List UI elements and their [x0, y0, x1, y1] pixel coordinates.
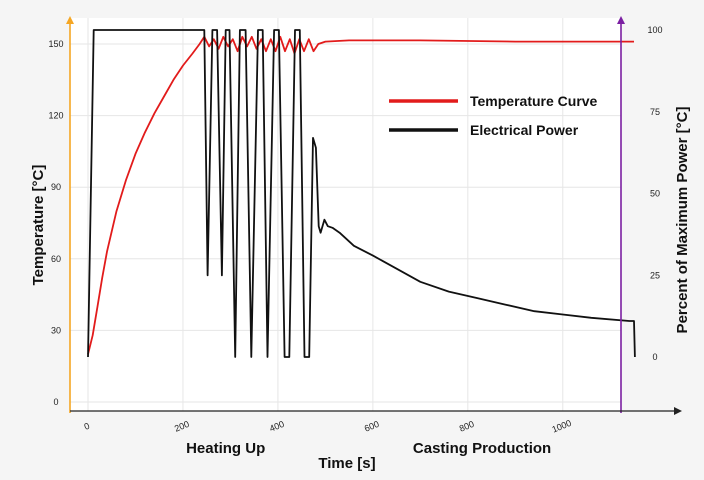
x-tick-label: 600: [363, 419, 381, 434]
right-y-tick-label: 25: [650, 270, 660, 280]
right-y-tick-label: 75: [650, 107, 660, 117]
right-y-tick-label: 100: [647, 25, 662, 35]
series-layer: [87, 29, 636, 358]
left-y-tick-label: 120: [48, 111, 63, 121]
right-axis-title: Percent of Maximum Power [°C]: [674, 107, 691, 334]
phase-label-casting-production: Casting Production: [413, 440, 551, 457]
legend-label-electrical-power: Electrical Power: [470, 122, 579, 138]
right-y-tick-label: 50: [650, 189, 660, 199]
left-axis-title: Temperature [°C]: [30, 165, 47, 286]
legend-label-temperature: Temperature Curve: [470, 93, 598, 109]
x-axis-arrow: [674, 407, 682, 415]
grid: [70, 18, 621, 411]
axes: [66, 16, 682, 415]
left-y-tick-label: 90: [51, 182, 61, 192]
left-axis-arrow: [66, 16, 74, 24]
series-line-electrical-power: [87, 29, 636, 358]
plot-background: [70, 18, 621, 411]
x-tick-label: 200: [173, 419, 191, 434]
x-tick-label: 1000: [550, 418, 572, 435]
left-y-tick-label: 60: [51, 254, 61, 264]
right-y-tick-label: 0: [652, 352, 657, 362]
legend: Temperature Curve Electrical Power: [389, 93, 598, 138]
phase-label-heating-up: Heating Up: [186, 440, 265, 457]
x-axis-title: Time [s]: [318, 455, 375, 472]
series-line-temperature-curve: [87, 35, 634, 355]
x-tick-label: 800: [458, 419, 476, 434]
left-y-tick-label: 150: [48, 39, 63, 49]
left-y-tick-label: 0: [53, 397, 58, 407]
left-y-tick-label: 30: [51, 325, 61, 335]
x-tick-label: 0: [83, 421, 91, 432]
x-tick-label: 400: [268, 419, 286, 434]
right-axis-arrow: [617, 16, 625, 24]
